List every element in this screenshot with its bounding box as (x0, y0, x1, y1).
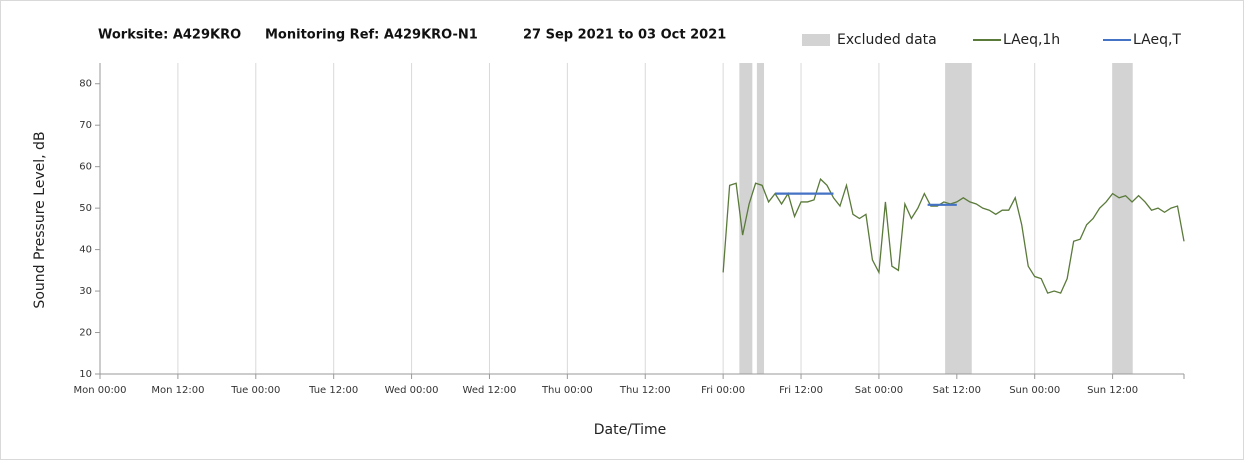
x-tick-label: Sat 12:00 (933, 385, 981, 396)
legend-label: LAeq,T (1133, 32, 1181, 48)
y-tick-label: 70 (79, 120, 92, 131)
series-line (775, 192, 957, 206)
legend-swatch (802, 34, 830, 46)
y-tick-label: 50 (79, 203, 92, 214)
y-axis-label: Sound Pressure Level, dB (32, 131, 48, 308)
y-tick-label: 60 (79, 162, 92, 173)
x-axis-label: Date/Time (594, 422, 666, 438)
title-worksite: Worksite: A429KRO (98, 28, 241, 43)
x-tick-label: Thu 00:00 (541, 385, 593, 396)
x-tick-label: Tue 12:00 (308, 385, 358, 396)
x-tick-label: Sat 00:00 (855, 385, 903, 396)
x-tick-label: Sun 12:00 (1087, 385, 1138, 396)
title-dates: 27 Sep 2021 to 03 Oct 2021 (523, 28, 726, 43)
legend-label: Excluded data (837, 32, 937, 48)
x-tick-label: Sun 00:00 (1009, 385, 1060, 396)
y-tick-label: 30 (79, 286, 92, 297)
x-tick-label: Wed 00:00 (385, 385, 439, 396)
excluded-band (1112, 63, 1133, 374)
x-tick-label: Mon 00:00 (73, 385, 126, 396)
y-tick-label: 80 (79, 79, 92, 90)
x-tick-label: Fri 00:00 (701, 385, 745, 396)
series-line (722, 177, 1185, 294)
x-tick-label: Mon 12:00 (151, 385, 204, 396)
excluded-band (756, 63, 765, 374)
y-tick-label: 40 (79, 245, 92, 256)
x-tick-label: Wed 12:00 (463, 385, 517, 396)
x-tick-label: Thu 12:00 (619, 385, 671, 396)
x-tick-label: Fri 12:00 (779, 385, 823, 396)
title-ref: Monitoring Ref: A429KRO-N1 (265, 28, 478, 43)
legend-label: LAeq,1h (1003, 32, 1060, 48)
y-tick-label: 10 (79, 369, 92, 380)
y-tick-label: 20 (79, 328, 92, 339)
x-tick-label: Tue 00:00 (230, 385, 280, 396)
excluded-band (945, 63, 972, 374)
